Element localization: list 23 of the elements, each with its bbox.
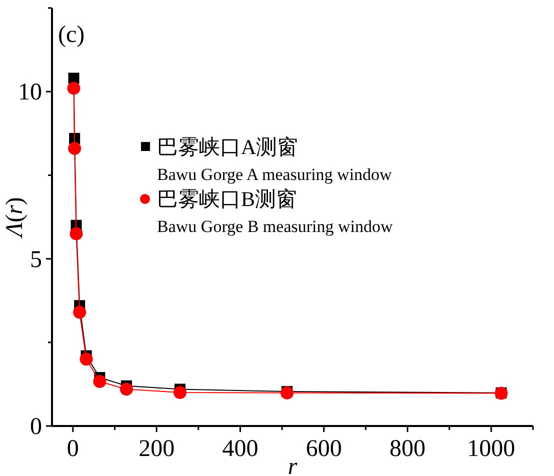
legend-label: 巴雾峡口A测窗 Bawu Gorge A measuring window bbox=[157, 135, 393, 184]
x-tick-label: 1000 bbox=[467, 436, 516, 462]
point bbox=[68, 142, 82, 155]
point bbox=[93, 375, 106, 388]
x-tick-label: 200 bbox=[138, 436, 175, 462]
y-axis-title: Λ(r) bbox=[2, 197, 28, 239]
x-tick-label: 400 bbox=[222, 436, 258, 462]
point bbox=[173, 386, 186, 400]
x-tick-label: 0 bbox=[66, 436, 79, 462]
y-tick-label: 5 bbox=[30, 246, 42, 273]
x-tick-label: 600 bbox=[306, 436, 342, 462]
y-tick-label: 0 bbox=[30, 414, 42, 440]
point bbox=[67, 82, 80, 95]
x-axis-title: r bbox=[288, 454, 298, 476]
point bbox=[68, 72, 80, 84]
annotation: (c) bbox=[58, 22, 85, 48]
legend-label: 巴雾峡口B测窗 Bawu Gorge B measuring window bbox=[157, 187, 394, 236]
y-tick-label: 10 bbox=[18, 80, 42, 106]
point bbox=[70, 227, 83, 240]
point bbox=[120, 382, 133, 396]
x-tick-label: 800 bbox=[390, 436, 426, 462]
point bbox=[73, 306, 86, 319]
point bbox=[80, 352, 93, 366]
